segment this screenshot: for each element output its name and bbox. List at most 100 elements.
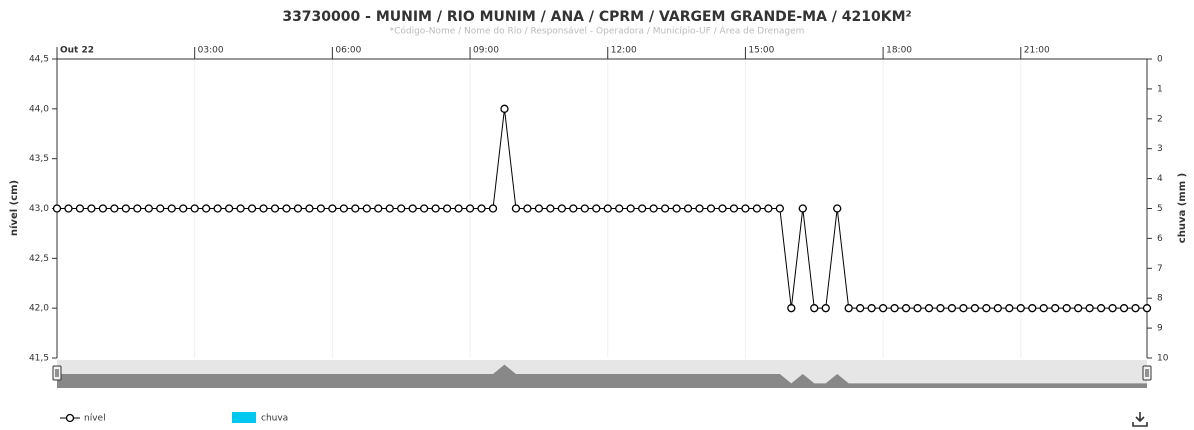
point xyxy=(993,304,1002,313)
point xyxy=(442,204,452,213)
y2-tick-label: 2 xyxy=(1157,114,1163,124)
point xyxy=(121,204,130,213)
y-tick-label: 44,5 xyxy=(29,55,49,65)
point xyxy=(706,204,716,213)
point xyxy=(867,304,876,313)
navigator-handle[interactable] xyxy=(52,365,62,381)
y2-tick-label: 3 xyxy=(1157,144,1163,154)
point xyxy=(878,304,888,313)
point xyxy=(959,304,968,313)
point xyxy=(924,304,934,313)
point xyxy=(569,204,578,213)
y2-tick-label: 1 xyxy=(1157,84,1163,94)
download-button[interactable] xyxy=(1132,412,1148,427)
point xyxy=(947,304,957,313)
point xyxy=(1119,304,1129,313)
point xyxy=(1051,304,1060,313)
chart-title: 33730000 - MUNIM / RIO MUNIM / ANA / CPR… xyxy=(282,9,911,25)
point xyxy=(534,204,544,213)
point xyxy=(305,204,314,213)
point xyxy=(156,204,165,213)
point xyxy=(901,304,911,313)
point xyxy=(133,204,142,213)
point xyxy=(236,204,245,213)
point xyxy=(202,204,211,213)
legend-item[interactable]: nível xyxy=(60,414,106,424)
point xyxy=(982,304,991,313)
x-tick-label: 12:00 xyxy=(611,46,637,56)
point xyxy=(615,204,624,213)
point xyxy=(1039,304,1048,313)
point xyxy=(1062,304,1071,313)
point xyxy=(672,204,681,213)
point xyxy=(752,204,762,213)
point xyxy=(764,204,773,213)
point xyxy=(351,204,360,213)
point xyxy=(477,204,486,213)
point xyxy=(1131,304,1140,313)
y2-tick-label: 6 xyxy=(1157,234,1163,244)
point xyxy=(603,204,612,213)
y-tick-label: 42,5 xyxy=(29,254,49,264)
point xyxy=(775,204,784,213)
point xyxy=(1005,304,1014,313)
legend-marker xyxy=(65,413,75,423)
y-axis-label: nível (cm) xyxy=(8,180,20,236)
point xyxy=(1074,304,1083,313)
point xyxy=(87,204,96,213)
legend-label: nível xyxy=(84,414,106,424)
y-tick-label: 43,5 xyxy=(29,154,49,164)
point xyxy=(649,204,658,213)
point xyxy=(52,204,62,213)
point xyxy=(970,304,980,313)
legend-item[interactable]: chuva xyxy=(232,412,288,424)
point xyxy=(488,204,498,213)
point xyxy=(385,204,394,213)
point xyxy=(110,204,119,213)
y-tick-label: 41,5 xyxy=(29,354,49,364)
x-tick-label: 18:00 xyxy=(886,46,912,56)
y2-tick-label: 8 xyxy=(1157,294,1163,304)
point xyxy=(821,304,830,313)
point xyxy=(638,204,647,213)
y-tick-label: 44,0 xyxy=(29,104,49,114)
point xyxy=(247,204,257,213)
x-tick-label: Out 22 xyxy=(60,46,94,56)
x-tick-label: 15:00 xyxy=(748,46,774,56)
x-tick-label: 03:00 xyxy=(198,46,224,56)
navigator-handle[interactable] xyxy=(1142,365,1152,381)
point xyxy=(454,204,463,213)
point xyxy=(1028,304,1037,313)
point xyxy=(844,304,853,313)
download-icon[interactable] xyxy=(1132,412,1148,427)
point xyxy=(511,204,521,213)
point xyxy=(626,204,635,213)
chart-subtitle: *Código-Nome / Nome do Rio / Responsável… xyxy=(390,25,805,37)
point xyxy=(1016,304,1025,313)
point xyxy=(695,204,704,213)
point xyxy=(1142,304,1152,313)
point xyxy=(465,204,475,213)
point xyxy=(523,204,532,213)
point xyxy=(328,204,337,213)
point xyxy=(339,204,348,213)
y2-tick-label: 4 xyxy=(1157,174,1163,184)
point xyxy=(890,304,899,313)
point xyxy=(557,204,566,213)
point xyxy=(810,304,819,313)
y2-tick-label: 10 xyxy=(1157,354,1169,364)
point xyxy=(833,204,842,213)
y-tick-label: 42,0 xyxy=(29,304,49,314)
y2-tick-label: 9 xyxy=(1157,324,1163,334)
point xyxy=(179,204,188,213)
point xyxy=(741,204,750,213)
point xyxy=(408,204,417,213)
point xyxy=(1096,304,1106,313)
point xyxy=(729,204,739,213)
point xyxy=(1108,304,1117,313)
point xyxy=(592,204,601,213)
point xyxy=(420,204,429,213)
point xyxy=(293,204,303,213)
point xyxy=(936,304,945,313)
y2-axis-label: chuva (mm ) xyxy=(1177,173,1188,243)
